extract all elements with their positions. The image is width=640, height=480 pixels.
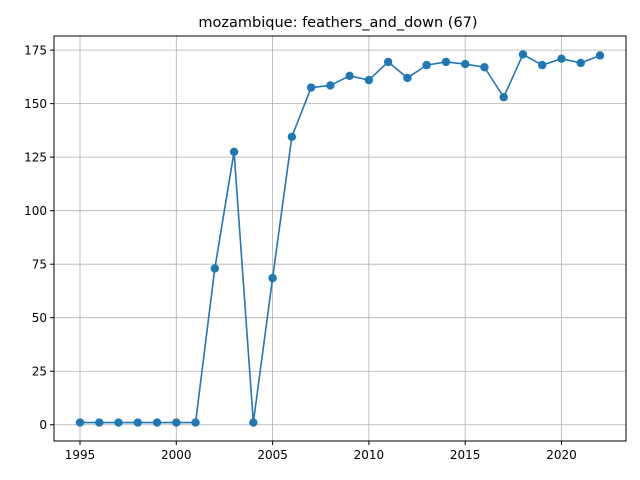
data-point bbox=[75, 418, 85, 427]
data-point bbox=[326, 81, 335, 90]
data-point bbox=[306, 83, 316, 92]
plot-frame bbox=[53, 35, 627, 442]
data-point bbox=[172, 418, 181, 427]
data-point bbox=[403, 73, 412, 83]
data-point bbox=[557, 54, 566, 63]
series-line bbox=[80, 53, 601, 424]
data-points bbox=[75, 50, 605, 427]
data-point bbox=[268, 273, 277, 283]
x-axis: 1995 2000 2005 2010 2015 2020 bbox=[65, 441, 577, 462]
data-point bbox=[133, 418, 142, 427]
y-tick-label: 125 bbox=[24, 151, 47, 165]
y-tick-label: 50 bbox=[32, 311, 47, 325]
data-point bbox=[595, 51, 605, 60]
data-point bbox=[576, 58, 585, 68]
data-point bbox=[499, 93, 508, 102]
data-point bbox=[441, 57, 451, 67]
data-point bbox=[518, 50, 528, 59]
x-tick-label: 2010 bbox=[354, 448, 385, 462]
data-point bbox=[538, 60, 547, 70]
grid bbox=[54, 36, 626, 441]
data-point bbox=[422, 60, 431, 70]
data-point bbox=[480, 63, 489, 72]
data-point bbox=[383, 57, 393, 67]
data-point bbox=[287, 132, 297, 142]
data-point bbox=[95, 418, 104, 427]
x-tick-label: 2000 bbox=[161, 448, 192, 462]
y-tick-label: 0 bbox=[39, 418, 47, 432]
data-point bbox=[229, 147, 239, 157]
y-tick-label: 25 bbox=[32, 365, 47, 379]
x-tick-label: 2015 bbox=[450, 448, 481, 462]
data-point bbox=[114, 418, 123, 427]
x-tick-label: 2020 bbox=[546, 448, 577, 462]
data-point bbox=[210, 264, 220, 273]
data-point bbox=[152, 418, 162, 427]
y-tick-label: 75 bbox=[32, 258, 47, 272]
x-tick-label: 2005 bbox=[257, 448, 288, 462]
chart-title: mozambique: feathers_and_down (67) bbox=[198, 15, 477, 31]
y-axis: 0 25 50 75 100 125 150 175 bbox=[24, 44, 54, 432]
x-tick-label: 1995 bbox=[65, 448, 96, 462]
data-point bbox=[364, 75, 374, 85]
y-tick-label: 150 bbox=[24, 97, 47, 111]
data-point bbox=[460, 59, 470, 69]
data-point bbox=[345, 71, 354, 81]
data-point bbox=[191, 418, 200, 427]
series-path bbox=[80, 53, 601, 424]
y-tick-label: 100 bbox=[24, 204, 47, 218]
y-tick-label: 175 bbox=[24, 44, 47, 58]
data-point bbox=[249, 418, 258, 427]
